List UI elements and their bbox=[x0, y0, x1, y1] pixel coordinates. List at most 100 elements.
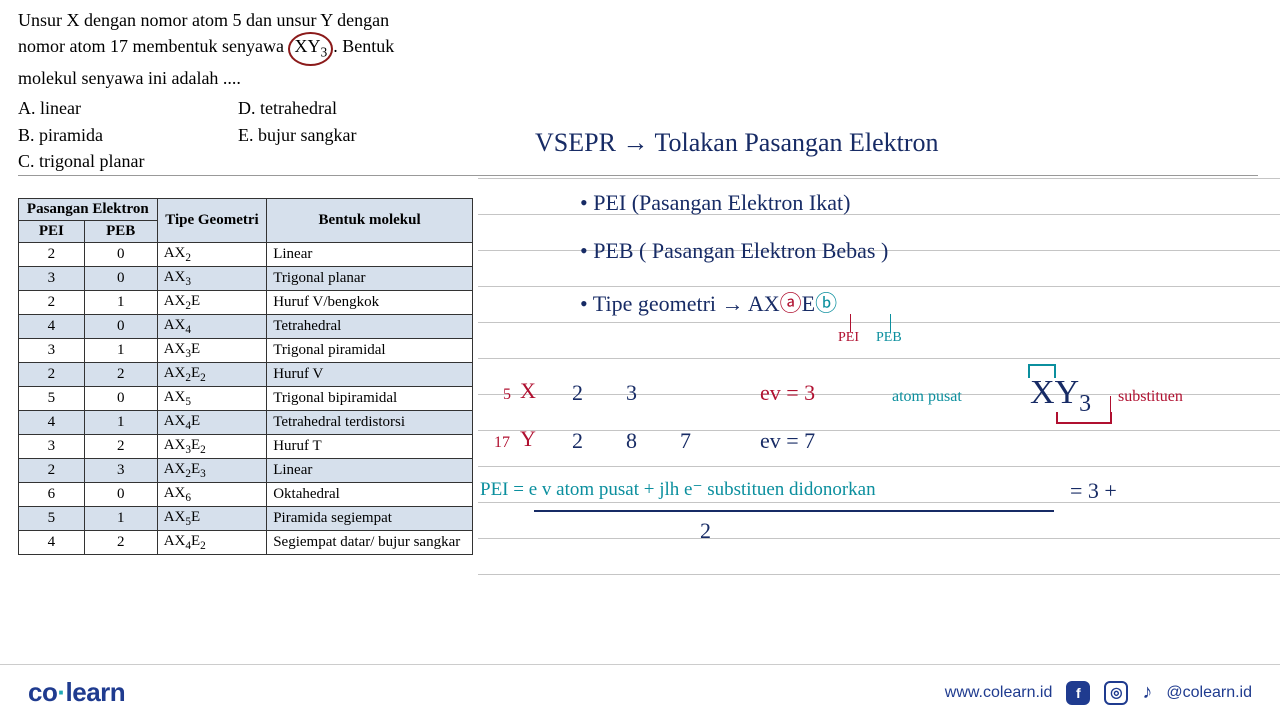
question-block: Unsur X dengan nomor atom 5 dan unsur Y … bbox=[18, 8, 498, 173]
hw-connector-teal bbox=[890, 314, 891, 332]
cell-tipe: AX2E2 bbox=[157, 363, 267, 387]
table-row: 23AX2E3Linear bbox=[19, 459, 473, 483]
cell-peb: 3 bbox=[84, 459, 157, 483]
ruled-line bbox=[478, 178, 1280, 179]
cell-pei: 5 bbox=[19, 507, 85, 531]
hw-xn2: 3 bbox=[626, 380, 637, 406]
facebook-icon: f bbox=[1066, 681, 1090, 705]
cell-pei: 5 bbox=[19, 387, 85, 411]
question-line-2: nomor atom 17 membentuk senyawa XY3. Ben… bbox=[18, 32, 498, 66]
hw-X: X bbox=[520, 378, 536, 404]
cell-tipe: AX2E3 bbox=[157, 459, 267, 483]
logo: co·learn bbox=[28, 677, 125, 708]
table-row: 51AX5EPiramida segiempat bbox=[19, 507, 473, 531]
cell-bentuk: Piramida segiempat bbox=[267, 507, 473, 531]
hw-bracket-teal bbox=[1028, 364, 1056, 378]
cell-bentuk: Trigonal planar bbox=[267, 267, 473, 291]
cell-peb: 2 bbox=[84, 531, 157, 555]
cell-tipe: AX2E bbox=[157, 291, 267, 315]
cell-pei: 4 bbox=[19, 411, 85, 435]
cell-pei: 3 bbox=[19, 267, 85, 291]
footer: co·learn www.colearn.id f ◎ ♪ @colearn.i… bbox=[0, 664, 1280, 720]
ruled-line bbox=[478, 322, 1280, 323]
cell-bentuk: Trigonal bipiramidal bbox=[267, 387, 473, 411]
cell-pei: 2 bbox=[19, 291, 85, 315]
cell-tipe: AX3E bbox=[157, 339, 267, 363]
footer-handle: @colearn.id bbox=[1166, 684, 1252, 702]
cell-tipe: AX4E bbox=[157, 411, 267, 435]
table-row: 31AX3ETrigonal piramidal bbox=[19, 339, 473, 363]
instagram-icon: ◎ bbox=[1104, 681, 1128, 705]
option-c: C. trigonal planar bbox=[18, 149, 238, 173]
ruled-line bbox=[478, 574, 1280, 575]
cell-pei: 4 bbox=[19, 531, 85, 555]
cell-bentuk: Trigonal piramidal bbox=[267, 339, 473, 363]
logo-dot: · bbox=[57, 677, 65, 707]
cell-pei: 6 bbox=[19, 483, 85, 507]
hw-bracket-red-arrow bbox=[1110, 396, 1111, 414]
cell-bentuk: Huruf V/bengkok bbox=[267, 291, 473, 315]
ruled-line bbox=[478, 538, 1280, 539]
hw-x-ev: ev = 3 bbox=[760, 380, 815, 406]
cell-bentuk: Tetrahedral terdistorsi bbox=[267, 411, 473, 435]
footer-right: www.colearn.id f ◎ ♪ @colearn.id bbox=[945, 681, 1252, 705]
hw-yn1: 2 bbox=[572, 428, 583, 454]
hw-pei-small: PEI bbox=[838, 330, 859, 346]
cell-peb: 0 bbox=[84, 243, 157, 267]
hw-atom-pusat: atom pusat bbox=[892, 388, 962, 406]
table-row: 40AX4Tetrahedral bbox=[19, 315, 473, 339]
table-row: 22AX2E2Huruf V bbox=[19, 363, 473, 387]
table-row: 21AX2EHuruf V/bengkok bbox=[19, 291, 473, 315]
hw-Y: Y bbox=[520, 426, 536, 452]
hw-substituen: substituen bbox=[1118, 388, 1183, 406]
option-d: D. tetrahedral bbox=[238, 96, 458, 120]
cell-pei: 4 bbox=[19, 315, 85, 339]
cell-peb: 2 bbox=[84, 363, 157, 387]
hw-bracket-red bbox=[1056, 412, 1112, 424]
circled-formula: XY3 bbox=[288, 32, 333, 66]
table: Pasangan Elektron Tipe Geometri Bentuk m… bbox=[18, 198, 473, 555]
cell-bentuk: Tetrahedral bbox=[267, 315, 473, 339]
cell-peb: 0 bbox=[84, 483, 157, 507]
options-grid: A. linear D. tetrahedral B. piramida E. … bbox=[18, 96, 498, 173]
cell-peb: 1 bbox=[84, 339, 157, 363]
th-peb: PEB bbox=[84, 221, 157, 243]
cell-tipe: AX6 bbox=[157, 483, 267, 507]
hw-yn3: 7 bbox=[680, 428, 691, 454]
geometry-table: Pasangan Elektron Tipe Geometri Bentuk m… bbox=[18, 198, 473, 555]
th-tipe: Tipe Geometri bbox=[157, 199, 267, 243]
logo-co: co bbox=[28, 677, 57, 707]
table-row: 20AX2Linear bbox=[19, 243, 473, 267]
cell-pei: 2 bbox=[19, 363, 85, 387]
cell-pei: 3 bbox=[19, 339, 85, 363]
option-a: A. linear bbox=[18, 96, 238, 120]
ruled-line bbox=[478, 430, 1280, 431]
question-line-1: Unsur X dengan nomor atom 5 dan unsur Y … bbox=[18, 8, 498, 32]
tiktok-icon: ♪ bbox=[1142, 681, 1152, 704]
hw-fraction-line bbox=[534, 510, 1054, 512]
th-pei: PEI bbox=[19, 221, 85, 243]
hw-5: 5 bbox=[503, 386, 511, 404]
ruled-line bbox=[478, 358, 1280, 359]
th-bentuk: Bentuk molekul bbox=[267, 199, 473, 243]
cell-bentuk: Linear bbox=[267, 243, 473, 267]
footer-url: www.colearn.id bbox=[945, 684, 1053, 702]
table-row: 30AX3Trigonal planar bbox=[19, 267, 473, 291]
hw-connector-red bbox=[850, 314, 851, 332]
hw-peb-def: • PEB ( Pasangan Elektron Bebas ) bbox=[580, 238, 888, 264]
cell-tipe: AX3E2 bbox=[157, 435, 267, 459]
question-line-3: molekul senyawa ini adalah .... bbox=[18, 66, 498, 90]
hw-y-ev: ev = 7 bbox=[760, 428, 815, 454]
hw-pei-def: • PEI (Pasangan Elektron Ikat) bbox=[580, 190, 850, 216]
cell-peb: 0 bbox=[84, 315, 157, 339]
divider-horizontal bbox=[18, 175, 1258, 176]
ruled-line bbox=[478, 466, 1280, 467]
option-b: B. piramida bbox=[18, 123, 238, 147]
cell-peb: 0 bbox=[84, 267, 157, 291]
hw-tipe-geom: • Tipe geometri → AXⓐEⓑ bbox=[580, 286, 837, 318]
hw-xn1: 2 bbox=[572, 380, 583, 406]
logo-learn: learn bbox=[66, 677, 126, 707]
cell-tipe: AX2 bbox=[157, 243, 267, 267]
table-row: 50AX5Trigonal bipiramidal bbox=[19, 387, 473, 411]
cell-tipe: AX4E2 bbox=[157, 531, 267, 555]
